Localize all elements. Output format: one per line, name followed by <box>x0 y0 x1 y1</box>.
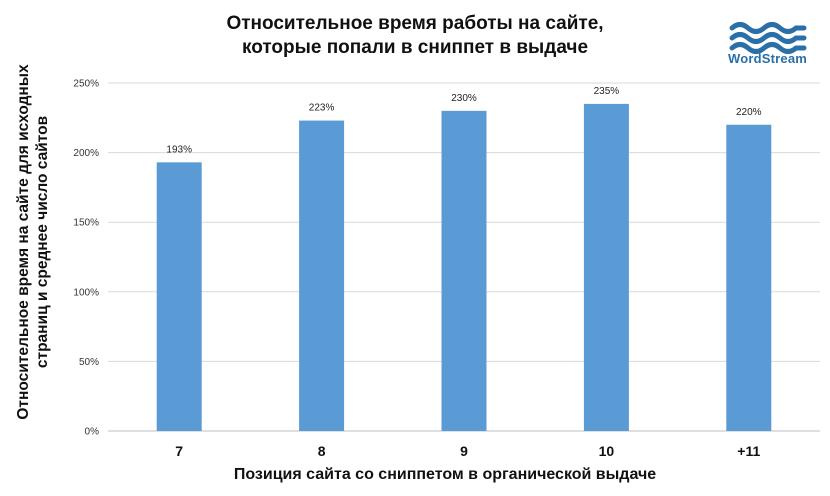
wordstream-logo-icon <box>729 22 807 54</box>
chart-title: Относительное время работы на сайте, кот… <box>150 12 680 60</box>
chart-title-line-1: Относительное время работы на сайте, <box>226 13 604 34</box>
bar <box>299 120 345 432</box>
y-tick-label: 100% <box>73 287 99 298</box>
data-label: 235% <box>594 86 620 97</box>
chart-title-line-2: которые попали в сниппет в выдаче <box>241 37 589 58</box>
bar <box>156 162 202 431</box>
y-tick-label: 0% <box>85 427 100 438</box>
y-tick-label: 150% <box>73 218 99 229</box>
wordstream-logo-text: WordStream <box>728 51 808 66</box>
x-tick-label: +11 <box>737 443 760 459</box>
data-label: 230% <box>451 93 477 104</box>
x-tick-label: 8 <box>318 443 326 459</box>
x-axis-label: Позиция сайта со сниппетом в органическо… <box>233 466 657 483</box>
y-tick-label: 200% <box>73 148 99 159</box>
x-tick-label: 7 <box>175 443 183 459</box>
data-label: 220% <box>736 107 762 118</box>
y-tick-label: 250% <box>73 79 99 90</box>
x-tick-label: 9 <box>460 443 468 459</box>
bar <box>726 124 772 431</box>
bar <box>441 110 487 431</box>
bar <box>583 103 629 431</box>
x-tick-label: 10 <box>599 443 615 459</box>
y-tick-label: 50% <box>79 357 99 368</box>
data-label: 193% <box>166 144 192 155</box>
data-label: 223% <box>309 103 335 114</box>
